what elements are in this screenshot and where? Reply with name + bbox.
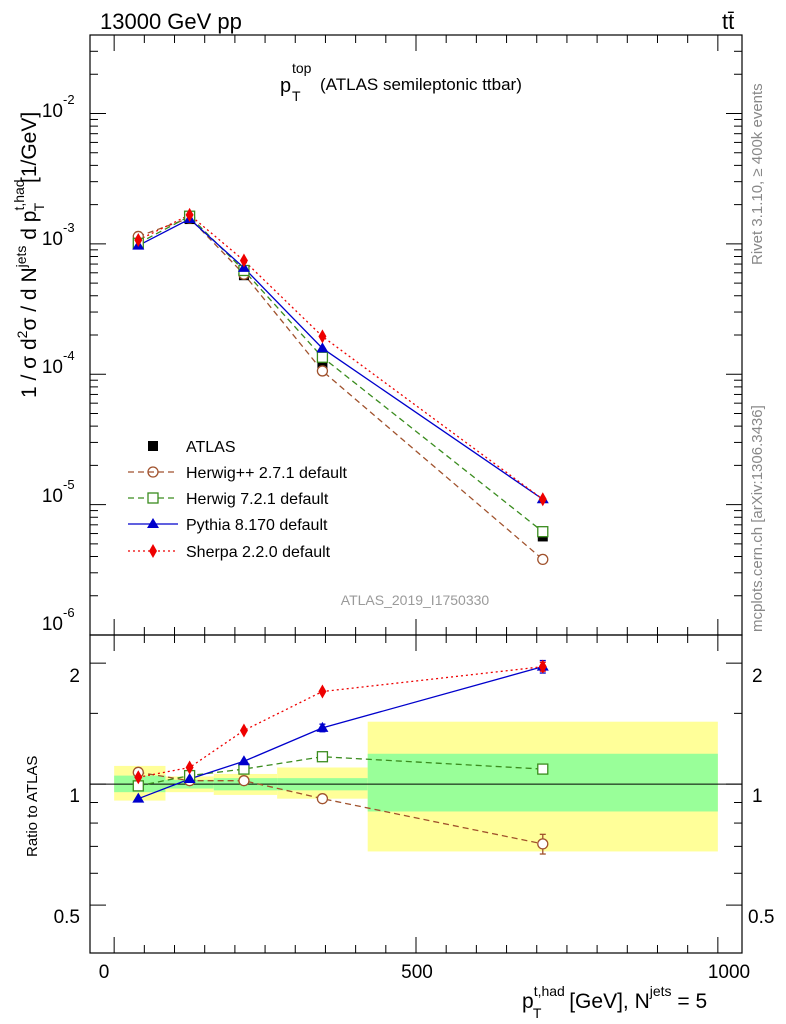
main-series xyxy=(132,207,549,566)
ratio-point-herwigpp-4 xyxy=(537,838,549,850)
y-ratio-tick-labels: 2 1 0.5 2 1 0.5 xyxy=(54,666,775,928)
legend-sherpa-marker xyxy=(149,544,157,558)
y-main-tick-labels: 10 -2 10 -3 10 -4 10 -5 10 -6 xyxy=(42,92,75,635)
main-point-herwig7-3 xyxy=(316,351,329,363)
legend-sherpa-label: Sherpa 2.2.0 default xyxy=(186,544,331,561)
ratio-point-pythia-1 xyxy=(183,772,196,783)
ratio-tick-05-left: 0.5 xyxy=(54,907,80,928)
legend-herwigpp-label: Herwig++ 2.7.1 default xyxy=(186,465,348,482)
analysis-id: ATLAS_2019_I1750330 xyxy=(341,592,490,608)
ratio-point-pythia-3 xyxy=(316,721,329,732)
legend-herwig7: Herwig 7.2.1 default xyxy=(128,491,329,508)
y-tick-exp-1e-4: -4 xyxy=(63,348,75,363)
legend-herwig7-label: Herwig 7.2.1 default xyxy=(186,491,329,508)
main-point-sherpa-3 xyxy=(318,329,327,344)
main-point-sherpa-4 xyxy=(538,492,547,507)
title-p: p xyxy=(280,75,291,97)
ratio-tick-1-left: 1 xyxy=(69,786,80,807)
rivet-label: Rivet 3.1.10, ≥ 400k events xyxy=(749,83,766,265)
ratio-point-sherpa-3 xyxy=(318,684,327,699)
y-tick-exp-1e-5: -5 xyxy=(63,477,75,492)
legend-sherpa: Sherpa 2.2.0 default xyxy=(128,544,331,561)
ratio-point-sherpa-1 xyxy=(185,760,194,775)
legend-atlas-label: ATLAS xyxy=(186,439,236,456)
main-point-pythia-3 xyxy=(316,342,329,353)
energy-label: 13000 GeV pp xyxy=(100,9,242,34)
ratio-point-herwig7-2 xyxy=(238,763,250,775)
ratio-tick-05-right: 0.5 xyxy=(748,907,774,928)
y-tick-1e-4: 10 xyxy=(42,357,63,378)
ratio-point-pythia-2 xyxy=(237,755,250,766)
main-line-herwig7 xyxy=(137,215,544,533)
legend: ATLAS Herwig++ 2.7.1 default Herwig 7.2.… xyxy=(128,439,348,561)
y-ratio-axis-label: Ratio to ATLAS xyxy=(24,756,41,857)
x-tick-labels: 0 500 1000 xyxy=(99,962,750,983)
legend-herwig7-marker xyxy=(147,492,159,504)
legend-atlas: ATLAS xyxy=(148,439,236,456)
process-label: tt̄ xyxy=(722,9,734,34)
ratio-point-sherpa-0 xyxy=(134,770,143,785)
legend-atlas-marker xyxy=(148,441,158,451)
y-tick-1e-5: 10 xyxy=(42,486,63,507)
legend-pythia: Pythia 8.170 default xyxy=(128,517,328,534)
ratio-point-herwig7-3 xyxy=(316,751,329,763)
title-rest: (ATLAS semileptonic ttbar) xyxy=(320,75,522,94)
plot-title: p top T (ATLAS semileptonic ttbar) xyxy=(280,60,522,104)
x-axis-label: pt,had T [GeV], Njets = 5 xyxy=(522,983,707,1021)
main-line-herwigpp xyxy=(138,217,544,560)
main-point-sherpa-0 xyxy=(134,233,143,248)
x-tick-1000: 1000 xyxy=(708,962,750,983)
legend-herwigpp-marker xyxy=(147,466,159,478)
main-line-sherpa xyxy=(138,214,544,500)
legend-pythia-label: Pythia 8.170 default xyxy=(186,517,328,534)
ratio-point-sherpa-2 xyxy=(239,723,248,738)
legend-herwigpp: Herwig++ 2.7.1 default xyxy=(128,465,348,482)
mcplots-label: mcplots.cern.ch [arXiv:1306.3436] xyxy=(749,405,766,632)
y-tick-1e-2: 10 xyxy=(42,101,63,122)
ratio-line-herwig7 xyxy=(138,756,543,787)
ratio-tick-2-left: 2 xyxy=(69,666,80,687)
main-point-herwigpp-3 xyxy=(316,365,329,377)
main-line-pythia xyxy=(137,218,544,500)
main-point-sherpa-1 xyxy=(185,207,194,222)
y-tick-1e-3: 10 xyxy=(42,229,63,250)
legend-pythia-marker xyxy=(147,518,159,528)
ratio-series xyxy=(132,659,549,855)
ratio-point-herwig7-4 xyxy=(537,763,549,775)
y-tick-exp-1e-3: -3 xyxy=(63,220,75,235)
ratio-point-sherpa-4 xyxy=(538,659,547,674)
ratio-point-herwigpp-2 xyxy=(238,775,250,787)
x-tick-0: 0 xyxy=(99,962,110,983)
axis-ticks xyxy=(90,34,742,953)
title-sup: top xyxy=(292,60,312,76)
ratio-tick-2-right: 2 xyxy=(752,666,763,687)
main-point-herwig7-4 xyxy=(537,526,549,538)
y-axis-label: 1 / σ d2σ / d Njets d pt,had T [1/GeV] xyxy=(11,112,47,398)
ratio-line-herwigpp xyxy=(138,771,543,845)
main-point-herwigpp-4 xyxy=(537,553,549,566)
ratio-band-inner-4 xyxy=(367,753,718,812)
x-tick-500: 500 xyxy=(401,962,433,983)
y-tick-exp-1e-2: -2 xyxy=(63,92,75,107)
ratio-tick-1-right: 1 xyxy=(752,786,763,807)
y-tick-exp-1e-6: -6 xyxy=(63,605,75,620)
ratio-point-pythia-0 xyxy=(132,792,145,803)
ratio-bands xyxy=(90,721,742,852)
main-point-sherpa-2 xyxy=(239,253,248,268)
title-sub: T xyxy=(292,88,301,104)
y-tick-1e-6: 10 xyxy=(42,614,63,635)
ratio-point-herwigpp-3 xyxy=(316,793,329,805)
